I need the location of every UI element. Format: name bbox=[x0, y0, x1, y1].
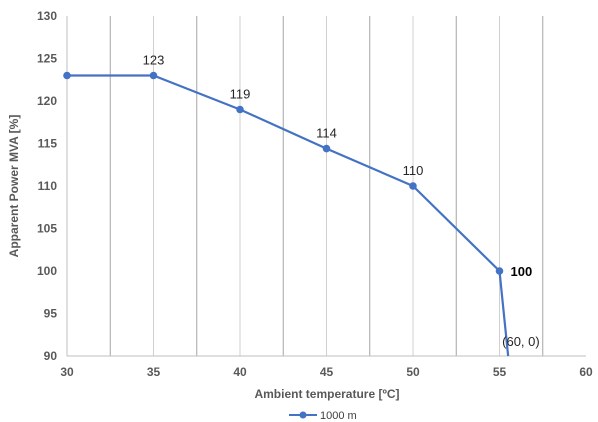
legend-marker bbox=[299, 411, 307, 419]
data-point bbox=[322, 144, 331, 153]
y-tick-label: 120 bbox=[37, 94, 57, 108]
data-point bbox=[63, 71, 71, 80]
y-axis-title: Apparent Power MVA [%] bbox=[7, 115, 21, 258]
legend-label: 1000 m bbox=[320, 410, 357, 422]
tick-labels: 30 35 40 45 50 55 60 90 95 100 105 110 115 120 125 130 bbox=[37, 9, 593, 379]
x-tick-label: 55 bbox=[493, 365, 507, 379]
x-tick-label: 35 bbox=[147, 365, 161, 379]
data-label: 119 bbox=[230, 87, 251, 102]
x-axis-title: Ambient temperature [ºC] bbox=[254, 387, 399, 401]
data-label: 123 bbox=[143, 53, 165, 68]
y-tick-label: 95 bbox=[44, 307, 58, 321]
y-tick-label: 105 bbox=[37, 222, 57, 236]
y-tick-label: 130 bbox=[37, 9, 57, 23]
x-tick-label: 50 bbox=[406, 365, 420, 379]
data-point bbox=[409, 182, 417, 190]
data-label: 114 bbox=[316, 126, 337, 141]
y-tick-label: 115 bbox=[38, 137, 58, 151]
data-label: (60, 0) bbox=[502, 334, 540, 349]
x-tick-label: 30 bbox=[60, 365, 74, 379]
x-tick-label: 45 bbox=[320, 365, 334, 379]
series bbox=[63, 71, 510, 357]
y-tick-label: 100 bbox=[37, 264, 57, 278]
data-label: 100 bbox=[511, 264, 533, 279]
x-tick-label: 60 bbox=[579, 365, 593, 379]
series-line bbox=[67, 74, 510, 357]
data-point bbox=[149, 71, 158, 80]
y-tick-label: 110 bbox=[38, 179, 58, 193]
data-labels: 123 119 114 110 100 (60, 0) bbox=[143, 53, 540, 350]
data-label: 110 bbox=[403, 163, 424, 178]
y-tick-label: 125 bbox=[37, 52, 57, 66]
grid-lines bbox=[109, 16, 544, 356]
y-tick-label: 90 bbox=[44, 349, 58, 363]
legend: 1000 m bbox=[289, 410, 357, 422]
x-tick-label: 40 bbox=[233, 365, 247, 379]
data-point bbox=[495, 267, 504, 275]
data-point bbox=[236, 105, 244, 114]
